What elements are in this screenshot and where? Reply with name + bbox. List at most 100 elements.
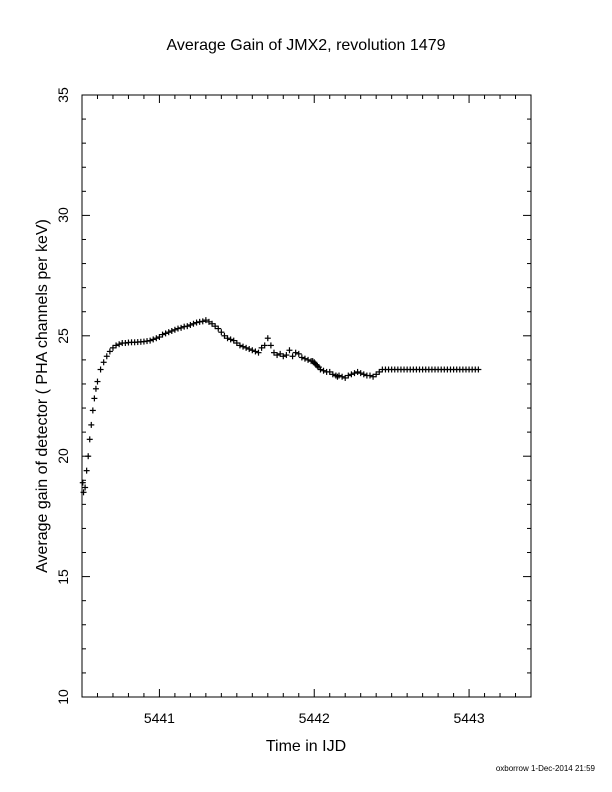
data-point: [205, 318, 212, 325]
data-point: [221, 332, 228, 339]
data-series: [79, 317, 482, 496]
data-point: [283, 352, 290, 359]
data-point: [329, 371, 336, 378]
data-point: [103, 353, 110, 360]
data-point: [317, 366, 324, 373]
data-point: [218, 329, 225, 336]
data-point: [305, 356, 312, 363]
data-point: [215, 325, 222, 332]
data-point: [243, 344, 250, 351]
data-point: [274, 352, 281, 359]
y-tick-label: 20: [55, 448, 71, 464]
data-point: [354, 368, 361, 375]
plot-frame: [81, 94, 532, 698]
x-axis-label: Time in IJD: [265, 738, 347, 755]
y-tick-label: 30: [55, 207, 71, 224]
data-point: [91, 395, 98, 402]
axis-ticks: [81, 94, 532, 698]
data-point: [376, 368, 383, 375]
x-tick-label: 5443: [453, 710, 485, 726]
data-point: [366, 372, 373, 379]
data-point: [85, 453, 92, 460]
data-point: [106, 348, 113, 355]
y-axis-label: Average gain of detector ( PHA channels …: [34, 219, 51, 573]
footer-note: oxborrow 1-Dec-2014 21:59: [495, 764, 595, 773]
data-point: [209, 320, 216, 327]
y-tick-label: 25: [55, 328, 71, 344]
data-point: [320, 367, 327, 374]
x-tick-label: 5442: [298, 710, 330, 726]
data-point: [255, 349, 262, 356]
data-point: [227, 336, 234, 343]
data-point: [150, 336, 157, 343]
data-point: [92, 385, 99, 392]
data-point: [202, 317, 209, 324]
data-point: [345, 372, 352, 379]
data-point: [261, 342, 268, 349]
data-point: [187, 321, 194, 328]
data-point: [82, 484, 89, 491]
data-point: [83, 467, 90, 474]
data-point: [370, 373, 377, 380]
data-point: [171, 326, 178, 333]
y-tick-label: 35: [55, 87, 71, 103]
data-point: [116, 341, 123, 348]
y-tick-label: 10: [55, 689, 71, 705]
data-point: [147, 337, 154, 344]
data-point: [373, 371, 380, 378]
data-point: [184, 323, 191, 330]
data-point: [295, 350, 302, 357]
data-point: [292, 349, 299, 356]
data-point: [298, 354, 305, 361]
data-point: [162, 330, 169, 337]
data-point: [336, 372, 343, 379]
data-point: [79, 479, 86, 486]
data-point: [280, 353, 287, 360]
data-point: [212, 323, 219, 330]
data-point: [153, 335, 160, 342]
data-point: [326, 368, 333, 375]
data-point: [289, 353, 296, 360]
data-point: [88, 421, 95, 428]
data-point: [113, 342, 120, 349]
data-point: [357, 370, 364, 377]
data-point: [97, 366, 104, 373]
data-point: [339, 373, 346, 380]
data-point: [190, 320, 197, 327]
x-tick-label: 5441: [143, 710, 175, 726]
data-point: [233, 340, 240, 347]
data-point: [252, 348, 259, 355]
data-point: [224, 335, 231, 342]
data-point: [258, 344, 265, 351]
data-point: [86, 436, 93, 443]
data-point: [240, 343, 247, 350]
data-point: [249, 347, 256, 354]
data-point: [348, 371, 355, 378]
data-point: [165, 329, 172, 336]
y-tick-label: 15: [55, 568, 71, 585]
data-point: [286, 347, 293, 354]
data-point: [100, 359, 107, 366]
data-point: [270, 349, 277, 356]
data-point: [94, 378, 101, 385]
data-point: [267, 342, 274, 349]
data-point: [159, 331, 166, 338]
data-point: [109, 344, 116, 351]
data-point: [246, 346, 253, 353]
data-point: [351, 370, 358, 377]
data-point: [156, 334, 163, 341]
data-point: [360, 371, 367, 378]
chart-title: Average Gain of JMX2, revolution 1479: [166, 37, 446, 54]
data-point: [301, 355, 308, 362]
data-point: [168, 327, 175, 334]
data-point: [236, 342, 243, 349]
data-point: [174, 325, 181, 332]
data-point: [277, 350, 284, 357]
data-point: [89, 407, 96, 414]
data-point: [193, 319, 200, 326]
data-point: [342, 374, 349, 381]
data-point: [230, 337, 237, 344]
data-point: [475, 366, 482, 373]
data-point: [264, 335, 271, 342]
